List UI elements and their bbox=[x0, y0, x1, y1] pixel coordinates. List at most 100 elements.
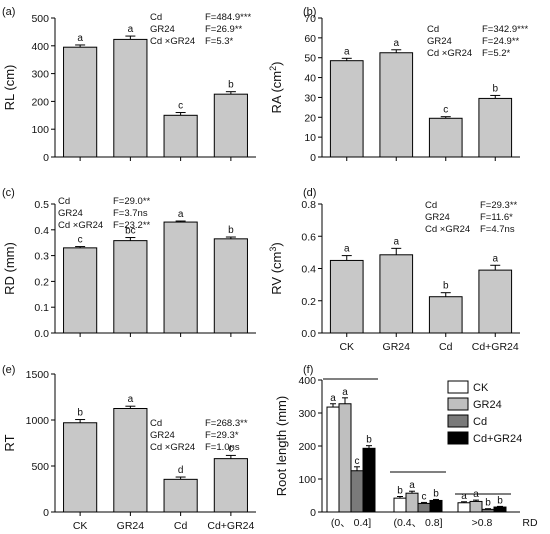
bar-ck bbox=[457, 502, 471, 513]
significance-letter: c bbox=[422, 491, 427, 502]
bar bbox=[213, 458, 248, 513]
y-tick-label: 0 bbox=[310, 152, 316, 164]
stat-value: F=24.9** bbox=[482, 36, 520, 47]
y-tick-label: 0.8 bbox=[301, 199, 316, 211]
significance-letter: b bbox=[497, 495, 503, 506]
legend-swatch bbox=[447, 380, 469, 394]
y-tick-label: 200 bbox=[298, 441, 316, 453]
y-tick-label: 20 bbox=[304, 112, 316, 124]
stat-factor: Cd ×GR24 bbox=[150, 442, 195, 453]
stat-value: F=3.7ns bbox=[113, 208, 148, 219]
y-tick-label: 0.4 bbox=[34, 225, 49, 237]
y-tick-label: 70 bbox=[304, 13, 316, 25]
stat-factor: Cd bbox=[425, 200, 437, 211]
stat-factor: Cd ×GR24 bbox=[427, 48, 472, 59]
stat-value: F=5.2* bbox=[482, 48, 511, 59]
x-tick-label: (0、 0.4] bbox=[331, 517, 371, 529]
bar-cd-gr24 bbox=[362, 447, 376, 513]
legend-swatch bbox=[447, 414, 469, 428]
y-tick-label: 0.6 bbox=[301, 231, 316, 243]
x-tick-label: Cd bbox=[174, 520, 188, 532]
y-tick-label: 200 bbox=[31, 96, 49, 108]
significance-letter: c bbox=[228, 443, 233, 454]
significance-letter: a bbox=[128, 24, 134, 35]
y-tick-label: 10 bbox=[304, 132, 316, 144]
bar-gr24 bbox=[469, 500, 483, 513]
x-tick-label: Cd+GR24 bbox=[207, 520, 254, 532]
stat-value: F=11.6* bbox=[480, 212, 513, 223]
x-tick-label: >0.8 bbox=[472, 517, 493, 529]
y-tick-label: 0.0 bbox=[34, 328, 49, 340]
stat-value: F=29.3* bbox=[205, 430, 239, 441]
stat-value: F=23.2** bbox=[113, 220, 151, 231]
y-tick-label: 40 bbox=[304, 73, 316, 85]
stat-value: F=1.0ns bbox=[205, 442, 240, 453]
y-tick-label: 300 bbox=[31, 69, 49, 81]
significance-letter: c bbox=[443, 105, 448, 116]
significance-letter: b bbox=[366, 435, 372, 446]
bar bbox=[63, 46, 98, 158]
significance-letter: a bbox=[461, 491, 467, 502]
y-axis-label: Root length (mm) bbox=[274, 396, 289, 496]
stat-factor: GR24 bbox=[58, 208, 83, 219]
significance-letter: a bbox=[344, 244, 350, 255]
stat-value: F=484.9*** bbox=[205, 12, 252, 23]
panel-label: (c) bbox=[2, 187, 15, 199]
legend-label: GR24 bbox=[473, 399, 502, 411]
significance-letter: b bbox=[433, 488, 439, 499]
bar bbox=[329, 60, 364, 158]
stat-factor: Cd bbox=[58, 196, 70, 207]
y-tick-label: 100 bbox=[31, 124, 49, 136]
bar bbox=[113, 408, 148, 513]
significance-letter: a bbox=[342, 387, 348, 398]
x-tick-label: Cd bbox=[439, 341, 453, 353]
y-tick-label: 500 bbox=[31, 13, 49, 25]
bar-ck bbox=[326, 406, 340, 513]
significance-letter: b bbox=[485, 498, 491, 509]
y-tick-label: 0 bbox=[310, 507, 316, 519]
y-tick-label: 400 bbox=[298, 375, 316, 387]
bar bbox=[163, 114, 198, 158]
bar bbox=[478, 269, 513, 334]
panel-d: 0.0 0.2 0.4 0.6 0.8(d) RV (cm3) a CK a GR24 b Cd a Cd… bbox=[268, 187, 520, 353]
stat-factor: GR24 bbox=[427, 36, 452, 47]
panel-e: 0 500 1000 1500 (e) RT b CK a GR24 d Cd c Cd+GR24 Cd F=… bbox=[2, 364, 256, 532]
panel-c: 0.0 0.1 0.2 0.3 0.4 0.5 (c) RD (mm) c bc a b Cd F=29.… bbox=[2, 187, 256, 340]
significance-letter: b bbox=[228, 80, 234, 91]
y-tick-label: 0.5 bbox=[34, 199, 49, 211]
significance-letter: a bbox=[473, 489, 479, 500]
panel-label: (b) bbox=[303, 6, 316, 18]
significance-letter: b bbox=[397, 485, 403, 496]
bar bbox=[163, 221, 198, 334]
stat-value: F=29.3** bbox=[480, 200, 518, 211]
y-tick-label: 1000 bbox=[26, 415, 50, 427]
significance-letter: b bbox=[443, 281, 449, 292]
bar-cd bbox=[350, 470, 364, 513]
bar bbox=[213, 238, 248, 334]
y-tick-label: 500 bbox=[31, 461, 49, 473]
y-tick-label: 300 bbox=[298, 408, 316, 420]
y-axis-label: RV (cm3) bbox=[268, 242, 284, 294]
stat-value: F=5.3* bbox=[205, 36, 234, 47]
bar-cd-gr24 bbox=[429, 499, 443, 513]
significance-letter: c bbox=[78, 235, 83, 246]
legend-swatch bbox=[447, 397, 469, 411]
bar bbox=[63, 422, 98, 513]
stat-factor: GR24 bbox=[425, 212, 450, 223]
y-tick-label: 0.2 bbox=[301, 296, 316, 308]
bar-cd bbox=[481, 508, 495, 513]
legend-label: Cd bbox=[473, 416, 487, 428]
y-tick-label: 1500 bbox=[26, 369, 50, 381]
x-tick-label: CK bbox=[339, 341, 354, 353]
significance-letter: a bbox=[77, 33, 83, 44]
significance-letter: d bbox=[178, 465, 184, 476]
x-tick-label: GR24 bbox=[383, 341, 411, 353]
bar-cd bbox=[417, 502, 431, 513]
bar bbox=[329, 259, 364, 334]
y-tick-label: 0.4 bbox=[301, 264, 316, 276]
stat-factor: GR24 bbox=[150, 430, 175, 441]
significance-letter: c bbox=[355, 456, 360, 467]
y-tick-label: 30 bbox=[304, 92, 316, 104]
stat-factor: GR24 bbox=[150, 24, 175, 35]
stat-factor: Cd bbox=[150, 418, 162, 429]
